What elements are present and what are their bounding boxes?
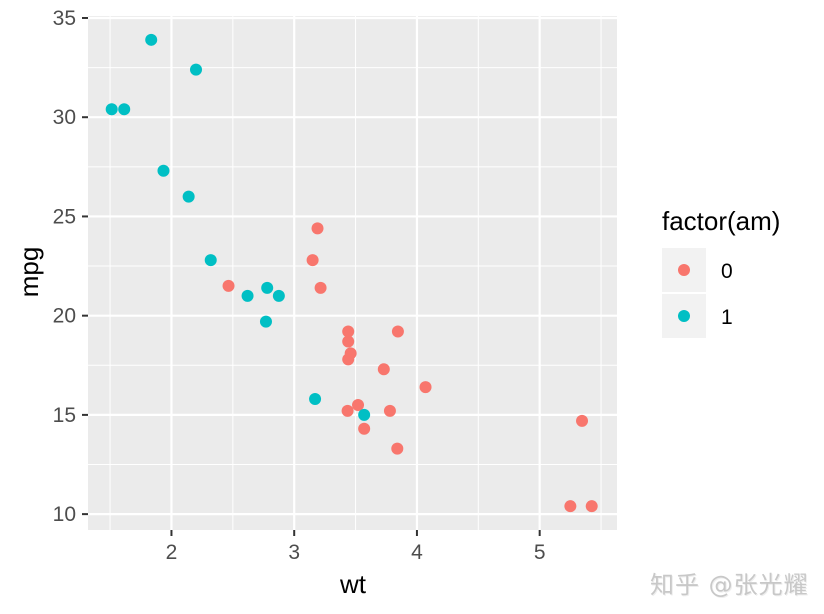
- data-point-am-1: [261, 281, 274, 294]
- legend-label: 1: [721, 306, 733, 329]
- data-point-am-0: [391, 442, 404, 455]
- minor-gridlines: [88, 16, 617, 530]
- y-tick-label: 10: [53, 503, 76, 526]
- data-point-am-1: [204, 254, 217, 267]
- data-point-am-1: [105, 103, 118, 116]
- data-point-am-0: [341, 404, 354, 417]
- x-tick-label: 2: [166, 541, 178, 564]
- data-point-am-1: [118, 103, 131, 116]
- x-axis: 2 3 4 5: [166, 530, 546, 564]
- data-point-am-0: [342, 325, 355, 338]
- data-point-am-0: [222, 279, 235, 292]
- legend-key-dot: [678, 310, 690, 322]
- data-point-am-0: [576, 414, 589, 427]
- data-point-am-1: [272, 289, 285, 302]
- legend: factor(am) 01: [662, 206, 780, 338]
- data-point-am-0: [314, 281, 327, 294]
- data-point-am-1: [241, 289, 254, 302]
- data-point-am-0: [342, 353, 355, 366]
- data-point-am-1: [190, 63, 203, 76]
- data-point-am-0: [383, 404, 396, 417]
- data-point-am-1: [358, 408, 371, 421]
- data-point-am-0: [391, 325, 404, 338]
- data-point-am-1: [309, 393, 322, 406]
- y-tick-label: 15: [53, 404, 76, 427]
- data-point-am-0: [377, 363, 390, 376]
- x-axis-title: wt: [339, 569, 367, 599]
- data-point-am-0: [585, 500, 598, 513]
- legend-title: factor(am): [662, 206, 780, 236]
- data-point-am-0: [419, 381, 432, 394]
- y-tick-label: 25: [53, 205, 76, 228]
- data-point-am-0: [358, 422, 371, 435]
- legend-label: 0: [721, 260, 733, 283]
- watermark: 知乎 @张光耀: [650, 571, 809, 599]
- x-tick-label: 5: [534, 541, 546, 564]
- data-point-am-1: [259, 315, 272, 328]
- data-point-am-0: [342, 335, 355, 348]
- data-point-am-0: [352, 398, 365, 411]
- y-tick-label: 20: [53, 305, 76, 328]
- y-tick-label: 35: [53, 7, 76, 30]
- legend-keys: 01: [662, 248, 733, 338]
- y-axis-title: mpg: [14, 247, 44, 298]
- data-point-am-1: [157, 164, 170, 177]
- major-gridlines: [88, 16, 617, 530]
- x-tick-label: 4: [411, 541, 423, 564]
- x-tick-label: 3: [288, 541, 300, 564]
- data-point-am-1: [145, 33, 158, 46]
- data-point-am-1: [182, 190, 195, 203]
- y-tick-label: 30: [53, 106, 76, 129]
- data-points: [105, 33, 598, 513]
- y-axis: 10 15 20 25 30 35: [53, 7, 88, 526]
- data-point-am-0: [306, 254, 319, 267]
- data-point-am-0: [311, 222, 324, 235]
- data-point-am-0: [564, 500, 577, 513]
- plot-panel: [88, 16, 617, 530]
- legend-key-dot: [678, 264, 690, 276]
